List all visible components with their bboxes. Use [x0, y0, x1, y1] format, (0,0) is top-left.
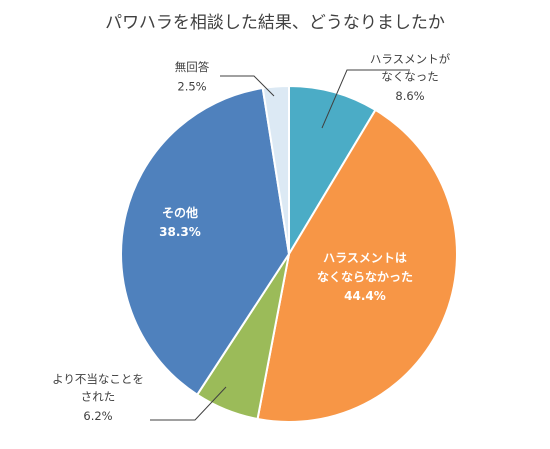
pie-slices — [120, 84, 458, 423]
slice-label-harassment-stopped-line2: なくなった — [381, 70, 439, 84]
slice-value-no-answer: 2.5% — [177, 80, 206, 94]
leader-line-harassment-stopped — [321, 69, 410, 129]
slice-value-other: 38.3% — [159, 225, 201, 239]
slice-label-other-line1: その他 — [162, 205, 198, 220]
slice-label-no-answer-line1: 無回答 — [175, 60, 210, 74]
slice-value-harassment-continued: 44.4% — [344, 289, 386, 303]
slice-value-worse-treatment: 6.2% — [83, 409, 112, 423]
pie-slice-other — [120, 86, 291, 397]
leader-lines — [150, 69, 410, 421]
pie-slice-harassment-continued — [256, 108, 458, 423]
leader-line-no-answer — [220, 75, 275, 97]
pie-slice-harassment-stopped — [288, 84, 377, 258]
leader-line-worse-treatment — [150, 386, 227, 421]
pie-slice-no-answer — [261, 84, 290, 255]
slice-label-worse-treatment-line1: より不当なことを — [52, 372, 144, 386]
slice-label-harassment-continued-line1: ハラスメントは — [323, 251, 407, 265]
chart-title: パワハラを相談した結果、どうなりましたか — [105, 13, 445, 33]
slice-label-worse-treatment-line2: された — [81, 390, 116, 404]
slice-label-harassment-stopped-line1: ハラスメントが — [370, 52, 451, 66]
slice-label-harassment-continued-line2: なくならなかった — [317, 270, 413, 284]
slice-value-harassment-stopped: 8.6% — [395, 89, 424, 103]
